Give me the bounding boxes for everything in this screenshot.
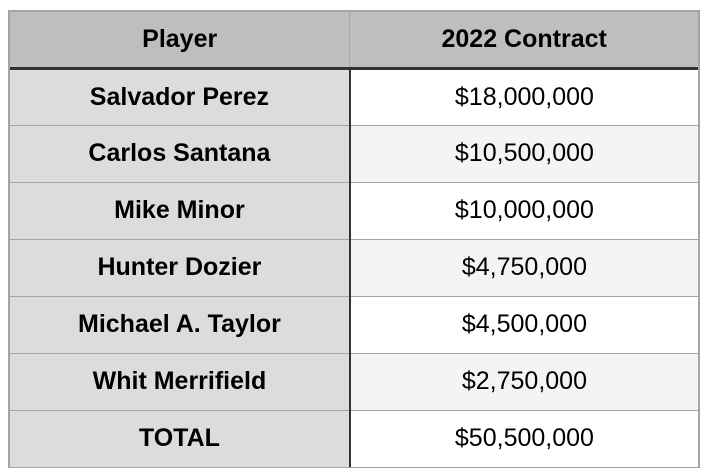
contracts-table-container: Player 2022 Contract Salvador Perez $18,… <box>8 10 700 468</box>
player-name-cell: Salvador Perez <box>10 68 351 125</box>
player-name-cell: Mike Minor <box>10 181 351 239</box>
table-row: Salvador Perez $18,000,000 <box>10 68 698 125</box>
table-row: Mike Minor $10,000,000 <box>10 181 698 239</box>
contract-amount-cell: $18,000,000 <box>349 68 698 125</box>
contract-amount-cell: $10,500,000 <box>349 124 698 182</box>
table-row: Carlos Santana $10,500,000 <box>10 124 698 182</box>
table-row: TOTAL $50,500,000 <box>10 409 698 467</box>
contracts-table: Player 2022 Contract Salvador Perez $18,… <box>10 12 698 467</box>
table-row: Hunter Dozier $4,750,000 <box>10 238 698 296</box>
table-header: Player 2022 Contract <box>10 12 698 70</box>
contract-amount-cell: $50,500,000 <box>349 409 698 467</box>
column-header-contract: 2022 Contract <box>349 12 698 70</box>
player-name-cell: TOTAL <box>10 409 351 467</box>
contract-amount-cell: $4,500,000 <box>349 295 698 353</box>
player-name-cell: Carlos Santana <box>10 124 351 182</box>
header-row: Player 2022 Contract <box>10 12 698 70</box>
contract-amount-cell: $2,750,000 <box>349 352 698 410</box>
table-row: Whit Merrifield $2,750,000 <box>10 352 698 410</box>
player-name-cell: Whit Merrifield <box>10 352 351 410</box>
player-name-cell: Michael A. Taylor <box>10 295 351 353</box>
column-header-player: Player <box>10 12 350 70</box>
table-body: Salvador Perez $18,000,000 Carlos Santan… <box>10 68 698 467</box>
player-name-cell: Hunter Dozier <box>10 238 351 296</box>
contract-amount-cell: $4,750,000 <box>349 238 698 296</box>
contract-amount-cell: $10,000,000 <box>349 181 698 239</box>
table-row: Michael A. Taylor $4,500,000 <box>10 295 698 353</box>
